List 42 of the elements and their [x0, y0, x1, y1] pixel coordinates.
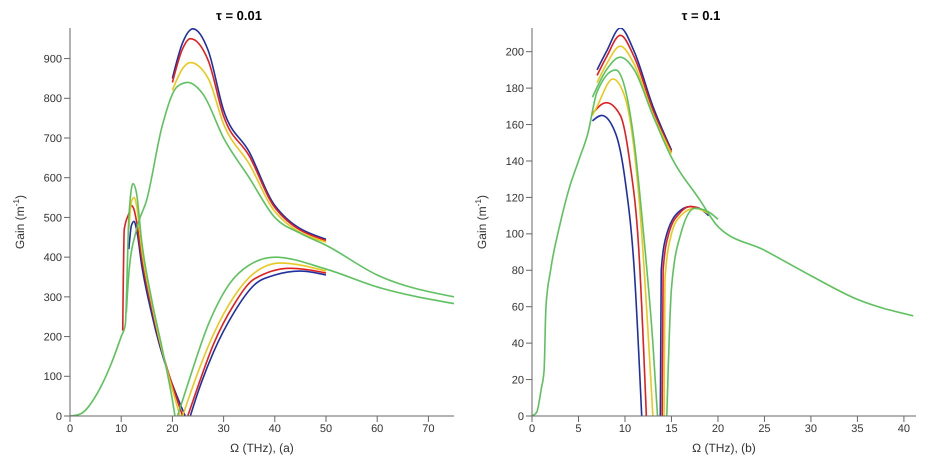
x-tick-label: 40: [268, 422, 281, 435]
x-tick-label: 60: [371, 422, 384, 435]
y-tick-label: 120: [506, 192, 524, 204]
y-tick-label: 80: [512, 265, 524, 278]
x-tick-label: 0: [66, 422, 74, 435]
x-tick-label: 40: [898, 422, 910, 435]
y-tick-label: 180: [506, 83, 524, 96]
y-tick-label: 40: [512, 338, 524, 350]
x-tick-label: 10: [618, 422, 632, 435]
y-tick-label: 100: [44, 371, 62, 384]
x-tick-label: 70: [422, 422, 435, 435]
x-tick-label: 30: [804, 422, 818, 435]
y-tick-label: 700: [44, 132, 62, 145]
x-tick-label: 30: [217, 422, 230, 435]
y-tick-label: 400: [44, 252, 62, 264]
y-tick-label: 800: [44, 93, 62, 106]
x-tick-label: 10: [115, 422, 128, 435]
y-tick-label: 20: [512, 374, 524, 386]
x-tick-label: 25: [758, 422, 771, 435]
chart-title: τ = 0.1: [680, 8, 722, 24]
x-tick-label: 5: [575, 422, 582, 435]
x-axis-title: Ω (THz), (b): [692, 441, 756, 455]
y-tick-label: 900: [44, 53, 62, 66]
y-tick-label: 0: [56, 410, 62, 423]
y-tick-label: 600: [44, 172, 62, 185]
y-tick-label: 0: [518, 410, 524, 423]
y-tick-label: 100: [506, 228, 524, 241]
x-tick-label: 15: [665, 422, 678, 435]
x-axis-title: Ω (THz), (a): [230, 441, 294, 455]
y-tick-label: 300: [44, 292, 62, 304]
y-tick-label: 500: [44, 212, 62, 224]
x-tick-label: 0: [528, 422, 536, 435]
x-tick-label: 20: [166, 422, 179, 435]
chart-title: τ = 0.01: [215, 8, 263, 24]
y-tick-label: 160: [506, 119, 524, 132]
y-tick-label: 60: [512, 302, 524, 314]
x-tick-label: 50: [320, 422, 332, 435]
y-tick-label: 200: [44, 331, 62, 344]
y-tick-label: 200: [506, 46, 524, 59]
y-tick-label: 140: [506, 156, 524, 168]
x-tick-label: 35: [851, 422, 864, 435]
x-tick-label: 20: [712, 422, 724, 435]
